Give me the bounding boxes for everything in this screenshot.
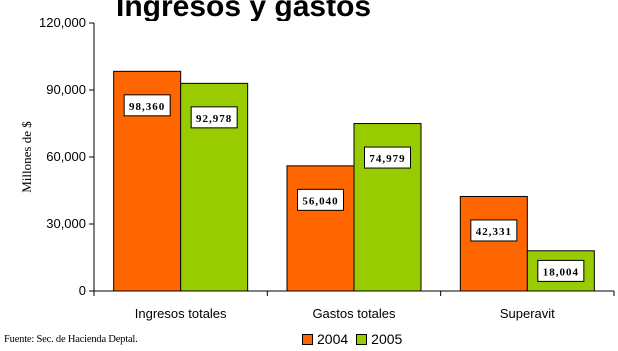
source-note: Fuente: Sec. de Hacienda Deptal. <box>4 334 138 345</box>
data-label: 56,040 <box>302 195 338 207</box>
data-label-box <box>470 219 518 242</box>
legend-item-2004: 2004 <box>302 331 348 347</box>
legend-label-2005: 2005 <box>371 331 403 347</box>
legend-swatch-2004 <box>302 333 313 345</box>
data-label-box <box>190 106 238 129</box>
y-tick-label: 90,000 <box>46 82 86 97</box>
y-tick-label: 60,000 <box>46 149 86 164</box>
bar-2004 <box>459 195 528 292</box>
data-label-box <box>123 94 171 117</box>
bar-2004 <box>286 165 355 292</box>
legend-label-2004: 2004 <box>317 331 349 347</box>
data-label: 92,978 <box>196 113 232 125</box>
data-label: 98,360 <box>129 101 165 113</box>
data-label-box <box>297 188 344 211</box>
y-tick-label: 30,000 <box>46 216 86 231</box>
legend-swatch-2005 <box>356 333 368 345</box>
data-label: 18,004 <box>543 266 579 278</box>
y-tick-label: 120,000 <box>39 15 86 30</box>
x-tick-label: Superavit <box>500 306 555 321</box>
legend: 2004 2005 <box>302 331 404 347</box>
legend-item-2005: 2005 <box>356 331 402 347</box>
y-tick-label: 0 <box>79 283 86 298</box>
data-label: 74,979 <box>369 153 405 165</box>
x-tick-label: Ingresos totales <box>135 306 227 321</box>
chart-title: Ingresos y gastos <box>116 0 371 23</box>
y-axis-label: Millones de $ <box>19 121 34 193</box>
data-label-box <box>364 146 411 169</box>
x-tick-label: Gastos totales <box>312 306 396 321</box>
data-label-box <box>537 259 585 282</box>
data-label: 42,331 <box>476 226 512 238</box>
